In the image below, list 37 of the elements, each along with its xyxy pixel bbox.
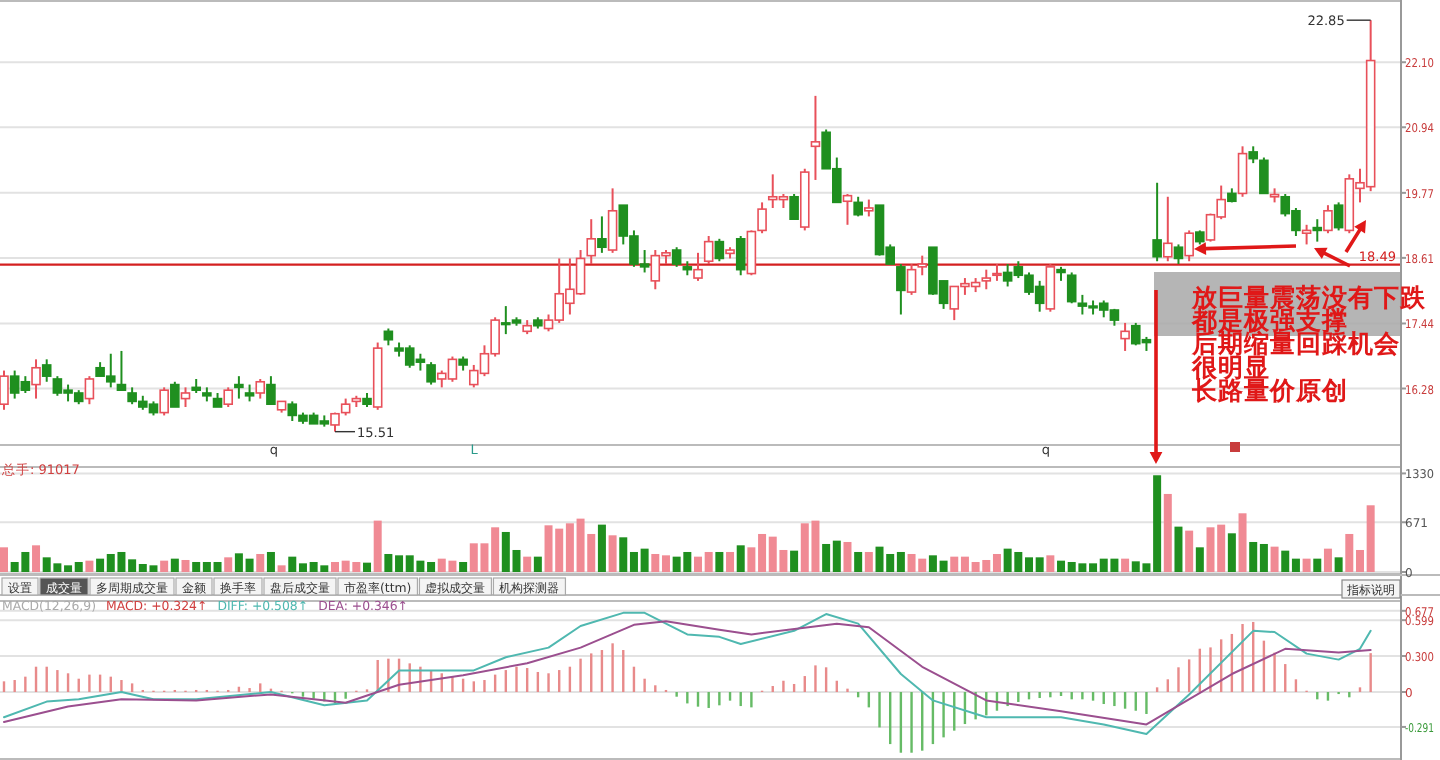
bar	[224, 557, 233, 572]
bar	[736, 545, 745, 572]
bar	[1302, 558, 1311, 572]
bar	[597, 524, 606, 572]
bar	[864, 551, 873, 572]
bar	[1046, 555, 1055, 572]
bar	[726, 551, 735, 572]
bar	[1334, 557, 1343, 572]
bar	[32, 545, 41, 572]
bar	[266, 551, 275, 572]
bar	[256, 553, 265, 572]
bar	[1185, 530, 1194, 572]
bar	[843, 541, 852, 572]
bar	[85, 560, 94, 572]
bar	[0, 547, 8, 572]
bar	[533, 556, 542, 572]
bar	[1195, 547, 1204, 572]
bar	[181, 559, 190, 572]
bar	[170, 558, 179, 572]
bar	[1323, 548, 1332, 572]
bar	[1121, 558, 1130, 572]
bar	[160, 560, 169, 572]
bar	[1174, 526, 1183, 572]
bar	[1238, 513, 1247, 572]
bar	[608, 535, 617, 572]
bar	[790, 550, 799, 572]
bar	[1163, 493, 1172, 572]
bar	[277, 565, 286, 572]
bar	[373, 520, 382, 572]
bar	[1270, 546, 1279, 572]
bar	[715, 551, 724, 572]
bar	[363, 562, 372, 572]
bar	[854, 551, 863, 572]
bar	[459, 561, 468, 572]
bar	[1227, 533, 1236, 572]
bar	[1313, 558, 1322, 572]
bar	[523, 556, 532, 572]
